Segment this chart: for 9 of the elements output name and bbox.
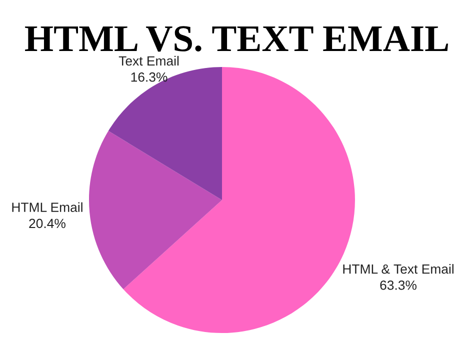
chart-title: HTML VS. TEXT EMAIL (25, 26, 448, 52)
slice-label: Text Email (118, 56, 179, 66)
pie-slice (89, 130, 222, 290)
pie-slice (108, 67, 222, 200)
data-label: 20.4% (29, 218, 66, 228)
slice-label: HTML Email (12, 202, 82, 212)
slice-label: HTML & Text Email (343, 264, 454, 274)
data-label: 16.3% (131, 72, 168, 82)
data-label: 63.3% (380, 280, 416, 290)
